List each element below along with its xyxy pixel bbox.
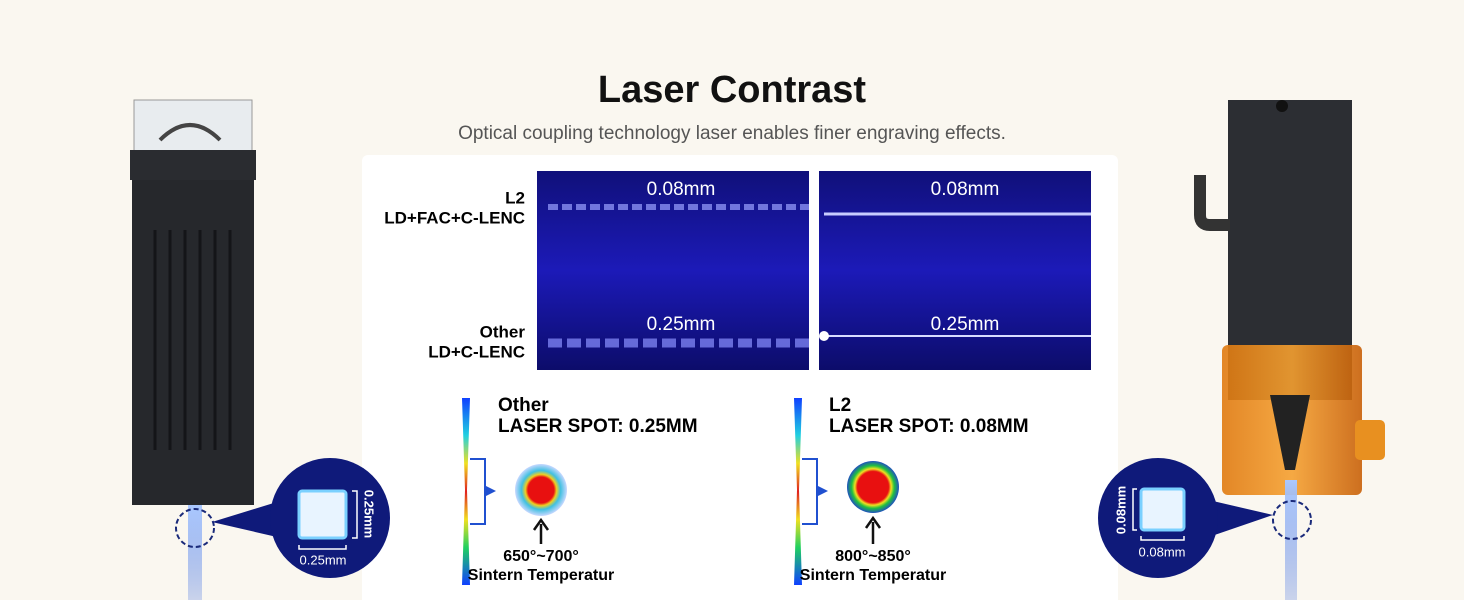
spot-size: LASER SPOT: 0.08MM <box>829 416 1029 437</box>
temperature-caption: Sintern Temperatur <box>468 567 614 584</box>
spot-size: LASER SPOT: 0.25MM <box>498 416 698 437</box>
row-spec: LD+C-LENC <box>428 342 525 361</box>
spot-graphics <box>462 398 899 585</box>
beam-label: 0.25mm <box>931 314 1000 335</box>
right-laser-module <box>1098 100 1385 600</box>
beam-images <box>537 171 1091 370</box>
callout-height: 0.25mm <box>362 490 377 538</box>
callout-width: 0.25mm <box>300 552 347 567</box>
left-laser-module <box>130 99 390 600</box>
title: Laser Contrast <box>598 69 867 111</box>
subtitle: Optical coupling technology laser enable… <box>458 123 1006 144</box>
spot-name: Other <box>498 395 549 416</box>
row-name: Other <box>480 322 526 341</box>
spot-name: L2 <box>829 395 851 416</box>
beam-label: 0.08mm <box>931 179 1000 200</box>
temperature-caption: Sintern Temperatur <box>800 567 946 584</box>
row-name: L2 <box>505 188 525 207</box>
beam-label: 0.25mm <box>647 314 716 335</box>
beam-label: 0.08mm <box>647 179 716 200</box>
callout-height: 0.08mm <box>1113 486 1128 534</box>
temperature: 650°~700° <box>503 548 579 565</box>
row-spec: LD+FAC+C-LENC <box>384 208 525 227</box>
callout-width: 0.08mm <box>1139 544 1186 559</box>
temperature: 800°~850° <box>835 548 911 565</box>
